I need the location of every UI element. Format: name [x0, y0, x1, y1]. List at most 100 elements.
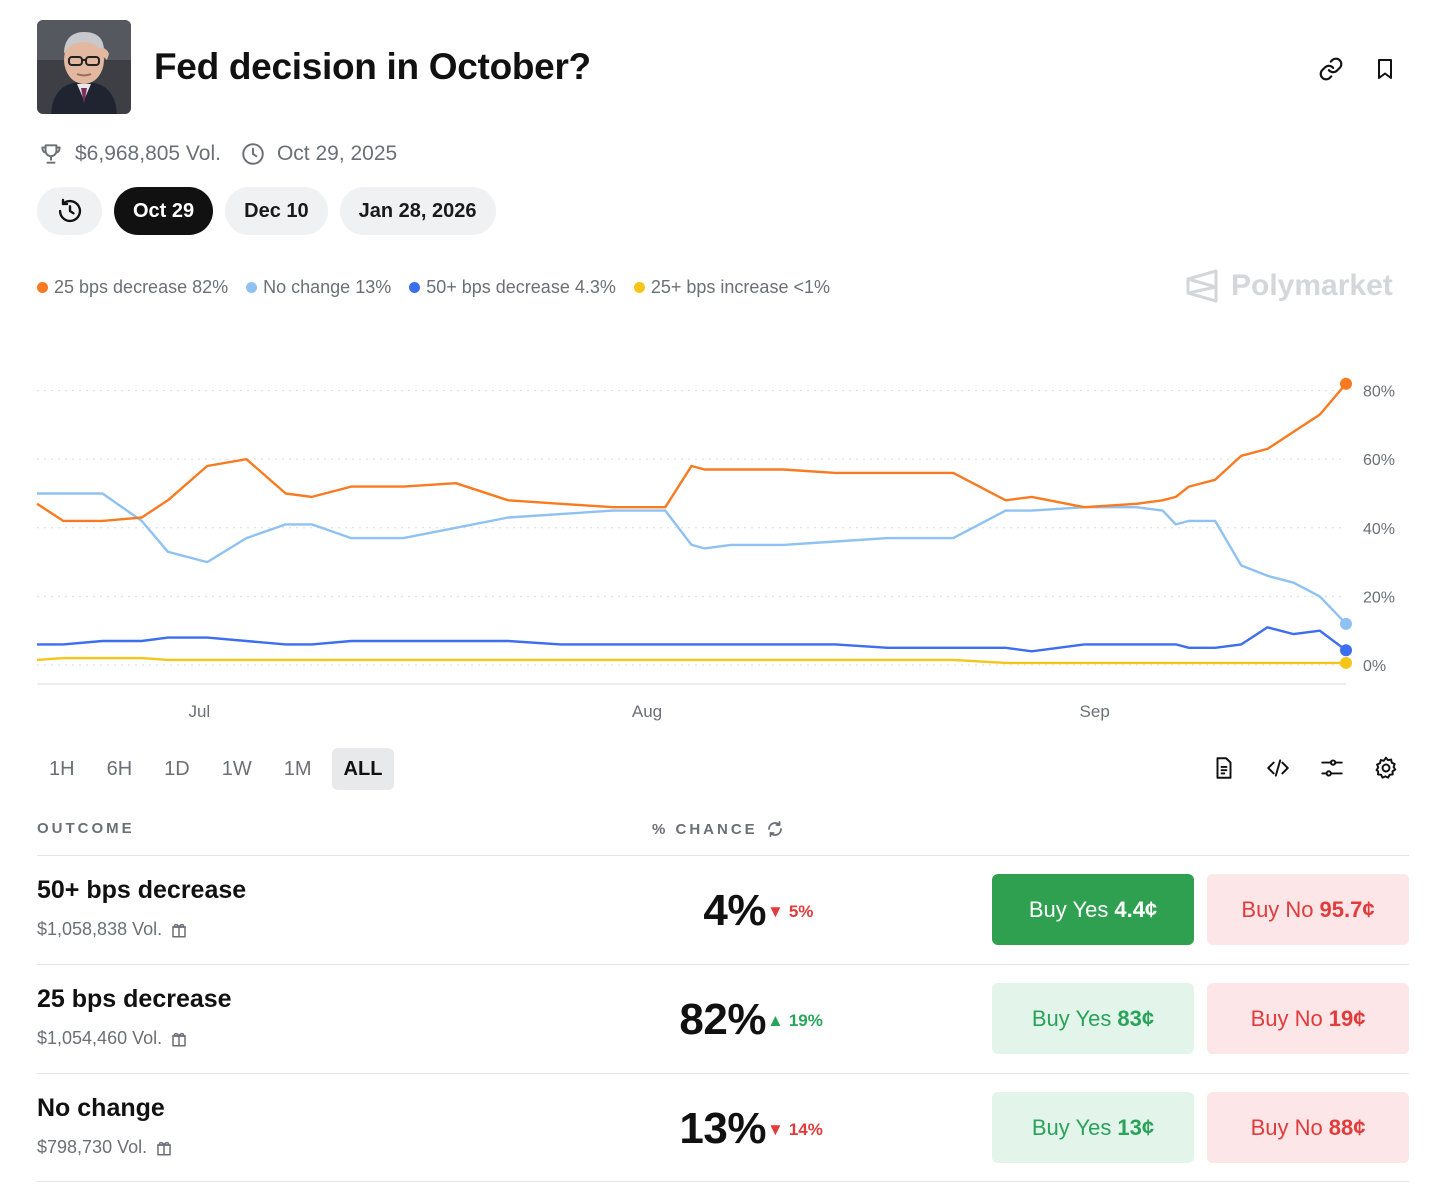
series-endpoint	[1340, 377, 1352, 390]
y-tick-label: 60%	[1363, 452, 1395, 469]
gift-icon[interactable]	[170, 921, 188, 939]
divider	[37, 964, 1409, 965]
settings-gear-icon[interactable]	[1370, 752, 1402, 784]
series-line-25-bps-increase[interactable]	[36, 656, 1346, 665]
buy-no-label: Buy No	[1250, 1005, 1323, 1031]
buy-no-button[interactable]: Buy No 95.7¢	[1207, 874, 1409, 945]
sliders-icon[interactable]	[1316, 752, 1348, 784]
range-1w[interactable]: 1W	[221, 757, 252, 780]
buy-yes-button[interactable]: Buy Yes 13¢	[992, 1092, 1194, 1163]
buy-yes-price: 83¢	[1117, 1005, 1155, 1031]
avatar-image	[37, 20, 131, 114]
series-line-25-bps-decrease[interactable]	[36, 382, 1347, 523]
legend-dot	[633, 282, 645, 293]
gift-icon[interactable]	[155, 1139, 173, 1157]
series-endpoint	[1340, 656, 1352, 669]
outcome-volume-text: $1,058,838 Vol.	[37, 919, 163, 939]
x-tick-label: Sep	[1080, 702, 1110, 721]
date-tab-oct-29[interactable]: Oct 29	[114, 187, 214, 235]
legend-dot	[409, 282, 421, 293]
market-title: Fed decision in October?	[154, 46, 591, 87]
outcome-row[interactable]: 25 bps decrease $1,054,460 Vol. 82% ▲ 19…	[37, 965, 1409, 1073]
trophy-icon	[37, 140, 65, 168]
chance-change-value: 14%	[788, 1120, 823, 1139]
buy-no-button[interactable]: Buy No 88¢	[1207, 1092, 1409, 1163]
gift-icon[interactable]	[170, 1030, 188, 1048]
embed-code-icon[interactable]	[1262, 752, 1294, 784]
chart-legend: 25 bps decrease 82% No change 13% 50+ bp…	[37, 277, 830, 298]
buy-no-label: Buy No	[1241, 896, 1314, 922]
buy-yes-label: Buy Yes	[1028, 896, 1109, 922]
buy-no-price: 95.7¢	[1319, 896, 1375, 922]
buy-no-price: 88¢	[1328, 1114, 1366, 1140]
y-tick-label: 80%	[1363, 384, 1395, 401]
buy-no-label: Buy No	[1250, 1114, 1323, 1140]
chance-change-value: 5%	[788, 902, 814, 921]
range-1m[interactable]: 1M	[283, 757, 312, 780]
legend-item: 25 bps decrease 82%	[37, 277, 228, 298]
legend-label: No change 13%	[263, 277, 392, 297]
outcome-volume-text: $798,730 Vol.	[37, 1137, 148, 1157]
outcome-name: 25 bps decrease	[37, 985, 232, 1013]
buy-yes-button[interactable]: Buy Yes 83¢	[992, 983, 1194, 1054]
legend-label: 25+ bps increase <1%	[650, 277, 830, 297]
market-volume: $6,968,805 Vol.	[75, 142, 221, 165]
divider	[37, 855, 1409, 856]
history-icon	[58, 198, 81, 223]
outcome-chance: 13%	[679, 1104, 766, 1153]
buy-no-button[interactable]: Buy No 19¢	[1207, 983, 1409, 1054]
divider	[37, 1073, 1409, 1074]
outcome-volume-text: $1,054,460 Vol.	[37, 1028, 163, 1048]
probability-chart[interactable]: 0% 20% 40% 60% 80% Jul Aug Sep	[0, 330, 1447, 730]
range-1d[interactable]: 1D	[164, 757, 190, 780]
series-line-no-change[interactable]	[37, 492, 1347, 625]
outcome-column-header: OUTCOME	[37, 820, 135, 837]
range-1h[interactable]: 1H	[49, 757, 75, 780]
copy-link-icon[interactable]	[1316, 54, 1346, 84]
legend-label: 25 bps decrease 82%	[54, 277, 229, 297]
y-tick-label: 40%	[1363, 521, 1395, 538]
buy-yes-label: Buy Yes	[1031, 1114, 1112, 1140]
polymarket-logo-icon	[1186, 269, 1218, 303]
divider	[37, 1181, 1409, 1182]
date-tab-dec-10[interactable]: Dec 10	[225, 187, 328, 235]
legend-item: 50+ bps decrease 4.3%	[409, 277, 616, 298]
outcome-chance: 4%	[703, 886, 766, 935]
bookmark-icon[interactable]	[1370, 54, 1400, 84]
buy-yes-price: 4.4¢	[1114, 896, 1158, 922]
legend-label: 50+ bps decrease 4.3%	[426, 277, 616, 297]
up-triangle-icon: ▲	[767, 1011, 784, 1030]
legend-dot	[246, 282, 258, 293]
brand-name: Polymarket	[1231, 269, 1393, 302]
date-tabs: Oct 29 Dec 10 Jan 28, 2026	[37, 187, 496, 235]
down-triangle-icon: ▼	[767, 902, 784, 921]
chance-change: ▲ 19%	[767, 1011, 823, 1031]
market-meta: $6,968,805 Vol. Oct 29, 2025	[37, 138, 397, 170]
outcome-name: No change	[37, 1094, 165, 1122]
outcome-row[interactable]: No change $798,730 Vol. 13% ▼ 14% Buy Ye…	[37, 1074, 1409, 1182]
buy-yes-button[interactable]: Buy Yes 4.4¢	[992, 874, 1194, 945]
chart-tools	[1208, 752, 1402, 784]
document-icon[interactable]	[1208, 752, 1240, 784]
outcome-row[interactable]: 50+ bps decrease $1,058,838 Vol. 4% ▼ 5%…	[37, 856, 1409, 964]
polymarket-watermark: Polymarket	[1185, 268, 1393, 304]
chance-change: ▼ 5%	[767, 902, 813, 922]
refresh-icon[interactable]	[766, 820, 784, 838]
date-tab-jan-28[interactable]: Jan 28, 2026	[339, 187, 496, 235]
market-end-date: Oct 29, 2025	[276, 142, 398, 165]
legend-dot	[37, 282, 48, 293]
chance-column-header: % CHANCE	[652, 820, 784, 838]
series-line-50-bps-decrease[interactable]	[37, 626, 1347, 653]
chance-column-label: % CHANCE	[652, 820, 758, 838]
market-avatar	[37, 20, 131, 114]
range-all[interactable]: ALL	[331, 748, 395, 790]
x-tick-label: Jul	[188, 702, 210, 721]
outcome-volume: $798,730 Vol.	[37, 1137, 173, 1158]
buy-yes-price: 13¢	[1117, 1114, 1155, 1140]
series-endpoint	[1340, 644, 1352, 657]
range-6h[interactable]: 6H	[106, 757, 133, 780]
history-button[interactable]	[37, 187, 102, 235]
chance-change-value: 19%	[788, 1011, 823, 1030]
legend-item: 25+ bps increase <1%	[633, 277, 830, 298]
y-tick-label: 0%	[1363, 658, 1386, 675]
